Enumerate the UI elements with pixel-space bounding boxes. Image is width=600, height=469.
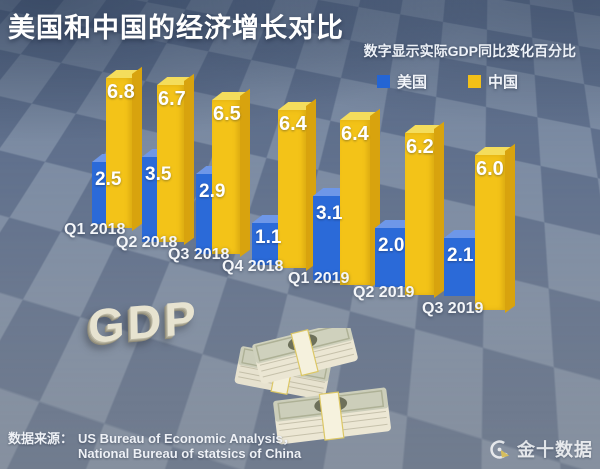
bar-china-q4-2018: 6.4 [278, 110, 307, 268]
bar-us-q1-2019: 3.1 [313, 196, 343, 280]
source-prefix: 数据来源： [8, 431, 74, 446]
bar-value-label: 6.5 [213, 103, 241, 125]
bar-us-q2-2019: 2.0 [375, 228, 407, 287]
china-legend-label: 中国 [488, 74, 519, 91]
category-label: Q2 2018 [116, 234, 178, 251]
category-label: Q3 2019 [422, 300, 484, 317]
money-bundle [273, 387, 391, 445]
bar-value-label: 6.7 [158, 88, 186, 110]
legend-item-us: 美国 [377, 71, 427, 92]
bar-china-q1-2018: 6.8 [106, 78, 135, 228]
bar-value-label: 6.8 [107, 81, 135, 103]
us-color-swatch [377, 75, 390, 88]
bar-value-label: 6.2 [406, 136, 434, 158]
bar-value-label: 3.5 [145, 164, 172, 185]
bar-value-label: 3.1 [316, 203, 343, 224]
money-bundle [252, 328, 358, 384]
us-legend-label: 美国 [397, 74, 428, 91]
page-title: 美国和中国的经济增长对比 [8, 13, 344, 43]
bar-value-label: 6.4 [341, 123, 369, 145]
bar-value-label: 2.9 [199, 181, 226, 202]
bar-us-q4-2018: 1.1 [252, 223, 281, 265]
dollar-bill-stacks-icon [234, 328, 391, 445]
chart-subtitle: 数字显示实际GDP同比变化百分比 [363, 43, 576, 59]
category-label: Q4 2018 [222, 258, 284, 275]
bar-china-q3-2018: 6.5 [212, 100, 241, 254]
category-label: Q2 2019 [353, 284, 415, 301]
bar-value-label: 1.1 [255, 227, 282, 248]
jin10-watermark: 金十数据 [488, 436, 593, 462]
source-line-1: US Bureau of Economic Analysis， [78, 431, 296, 446]
bar-value-label: 6.0 [476, 158, 504, 180]
bar-us-q3-2019: 2.1 [444, 238, 477, 296]
data-source: 数据来源： US Bureau of Economic Analysis， Na… [8, 431, 301, 461]
bar-china-q2-2019: 6.2 [405, 133, 434, 295]
china-color-swatch [468, 75, 481, 88]
legend-item-china: 中国 [468, 71, 518, 92]
bar-china-q3-2019: 6.0 [475, 155, 505, 310]
bar-china-q2-2018: 6.7 [157, 85, 186, 242]
category-label: Q1 2018 [64, 221, 126, 238]
jin10-logo-text: 金十数据 [517, 440, 593, 460]
bar-value-label: 2.1 [447, 245, 474, 266]
bar-value-label: 6.4 [279, 113, 307, 135]
jin10-logo-icon [490, 439, 510, 459]
bar-value-label: 2.5 [95, 169, 122, 190]
source-line-2: National Bureau of statsics of China [78, 446, 302, 461]
category-label: Q1 2019 [288, 270, 350, 287]
bar-china-q1-2019: 6.4 [340, 120, 370, 285]
bar-value-label: 2.0 [378, 235, 405, 256]
category-label: Q3 2018 [168, 246, 230, 263]
